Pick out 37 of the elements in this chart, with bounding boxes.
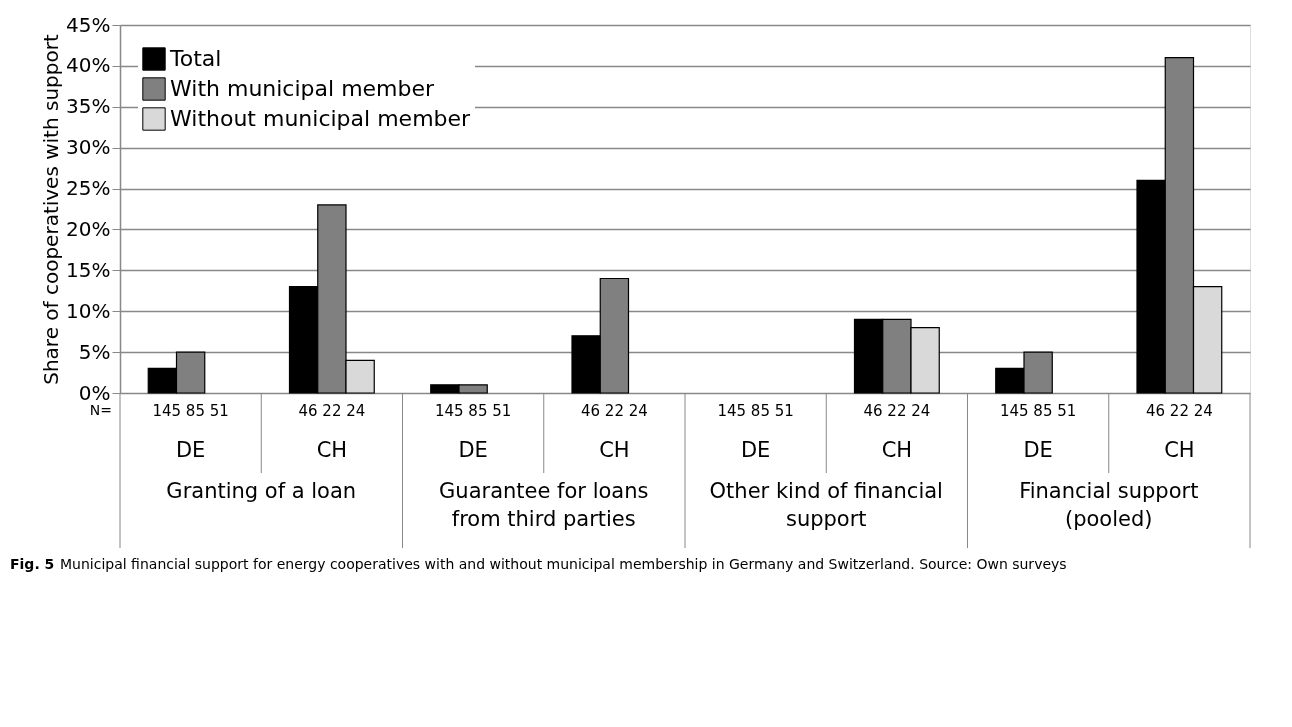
text: Other kind of financial support (709, 479, 943, 531)
legend-label: Total (169, 46, 222, 71)
y-tick-label: 20% (66, 216, 111, 241)
x-tick-label: DE (740, 438, 771, 462)
y-tick-label: 45% (66, 12, 111, 37)
y-tick-label: 35% (66, 94, 111, 119)
caption: Fig. 5 (10, 556, 55, 572)
y-tick-label: 25% (66, 176, 111, 201)
text: 46 22 24 (863, 402, 931, 420)
text: 145 85 51 (999, 402, 1077, 420)
y-tick-label: 40% (66, 53, 111, 78)
x-tick-label: CH (599, 438, 630, 462)
text: Guarantee for loans from third parties (439, 479, 649, 531)
text: 46 22 24 (298, 402, 366, 420)
text: 46 22 24 (1145, 402, 1213, 420)
text: N= (89, 402, 112, 418)
x-tick-label: DE (458, 438, 488, 462)
x-tick-label: DE (175, 438, 206, 462)
y-tick-label: 15% (66, 257, 111, 282)
text: 145 85 51 (152, 402, 229, 420)
x-tick-label: DE (1023, 438, 1053, 462)
y-tick-label: 0% (78, 380, 111, 405)
legend-label: Without municipal member (170, 106, 472, 131)
y-axis-title: Share of cooperatives with support (39, 34, 64, 385)
x-tick-label: CH (1164, 438, 1195, 462)
y-tick-label: 5% (78, 339, 111, 364)
text: Municipal financial support for energy cooperatives with and without municipal membership in Germany and Switzerland. Source: Own surveys (60, 556, 1067, 572)
text: 145 85 51 (434, 402, 512, 420)
text: 145 85 51 (717, 402, 794, 420)
x-tick-label: CH (881, 438, 913, 462)
text: Financial support (pooled) (1019, 479, 1199, 531)
x-tick-label: CH (316, 438, 348, 462)
text: Granting of a loan (166, 479, 357, 503)
y-tick-label: 10% (66, 298, 111, 323)
legend-label: With municipal member (170, 76, 436, 101)
y-tick-label: 30% (66, 135, 111, 160)
text: 46 22 24 (580, 402, 648, 420)
